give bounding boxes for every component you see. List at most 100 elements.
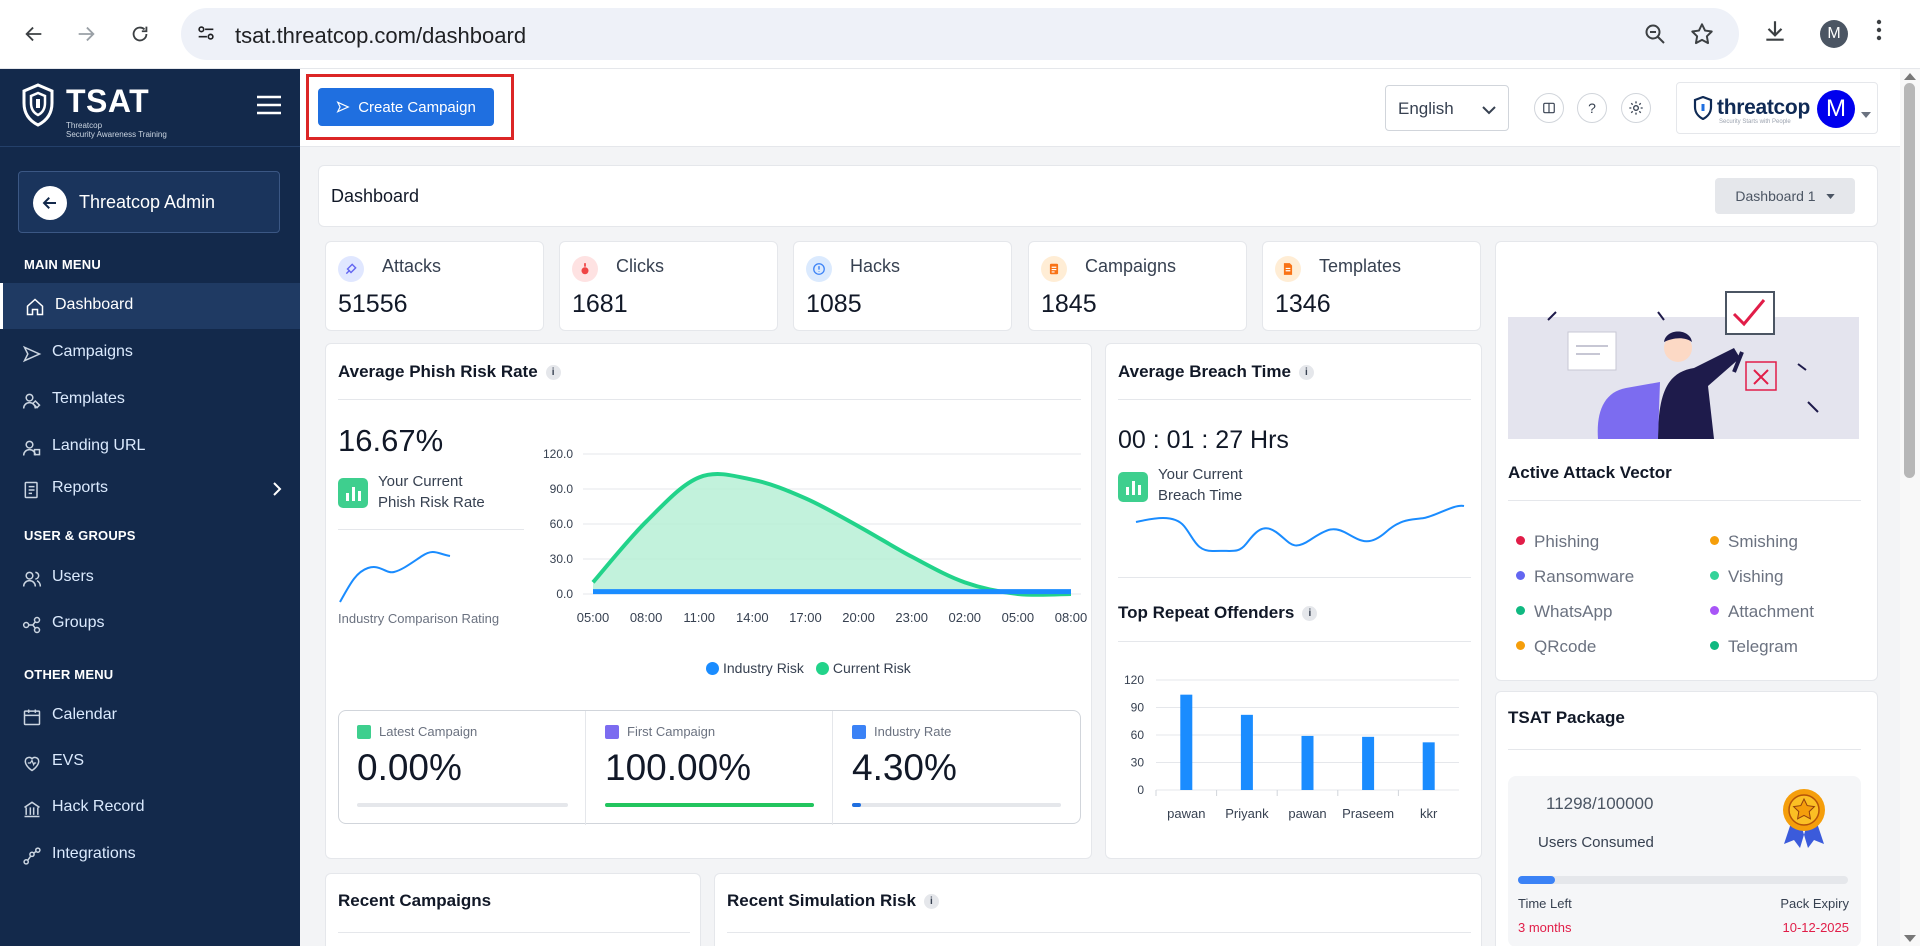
browser-menu-icon[interactable] [1876,18,1882,47]
vector-phishing[interactable]: Phishing [1516,532,1599,552]
scroll-up-arrow[interactable] [1904,73,1916,80]
x-tick-label: 23:00 [895,610,928,625]
calendar-icon [22,707,42,727]
stat-card-templates[interactable]: Templates 1346 [1262,241,1481,331]
site-settings-icon[interactable] [195,22,217,49]
book-icon[interactable] [1534,93,1564,123]
info-icon[interactable]: i [1298,365,1314,380]
account-menu[interactable]: threatcop Security Starts with People M [1676,82,1878,134]
legend-dot [815,662,829,675]
settings-gear-icon[interactable] [1621,93,1651,123]
industry-rate-bar-fill [852,803,861,807]
pack-expiry-value: 10-12-2025 [1782,920,1850,935]
landing-url-icon [22,438,42,458]
stat-card-hacks[interactable]: Hacks 1085 [793,241,1012,331]
stat-value: 1845 [1041,290,1097,318]
recent-campaigns-card: Recent Campaigns [325,873,701,946]
vector-vishing[interactable]: Vishing [1710,567,1783,587]
browser-profile-avatar[interactable]: M [1820,20,1848,48]
back-arrow-icon[interactable] [33,186,67,220]
vector-attachment[interactable]: Attachment [1710,602,1814,622]
sidebar-item-dashboard[interactable]: Dashboard [0,283,300,329]
breach-time-title-text: Average Breach Time [1118,362,1291,381]
sidebar-item-label: Users [52,568,94,585]
vector-whatsapp[interactable]: WhatsApp [1516,602,1612,622]
info-icon[interactable]: i [1302,606,1318,621]
menu-heading-main: MAIN MENU [24,257,101,272]
sidebar-item-label: Campaigns [52,343,133,360]
groups-icon [22,615,42,635]
your-current-phish: Your Current Phish Risk Rate [378,471,485,513]
url-text[interactable]: tsat.threatcop.com/dashboard [235,23,527,48]
zoom-icon[interactable] [1643,22,1667,51]
y-tick-label: 60.0 [550,517,574,531]
forward-arrow-icon[interactable] [66,14,106,54]
vector-telegram[interactable]: Telegram [1710,637,1798,657]
offenders-title-text: Top Repeat Offenders [1118,603,1295,622]
create-campaign-button[interactable]: Create Campaign [318,88,494,126]
sidebar-item-landing-url[interactable]: Landing URL [0,424,300,470]
sidebar: TSAT Threatcop Security Awareness Trainin… [0,69,300,946]
sidebar-item-integrations[interactable]: Integrations [0,832,300,878]
legend-current-risk[interactable]: Current Risk [815,660,911,676]
sidebar-item-users[interactable]: Users [0,555,300,601]
download-icon[interactable] [1762,18,1788,49]
hack-record-icon [22,799,42,819]
stat-card-attacks[interactable]: Attacks 51556 [325,241,544,331]
sidebar-item-label: Hack Record [52,798,145,815]
card-divider [1118,641,1471,642]
home-icon [25,297,45,317]
x-tick-label: 05:00 [577,610,610,625]
bookmark-star-icon[interactable] [1689,21,1715,52]
sidebar-item-templates[interactable]: Templates [0,377,300,423]
sidebar-item-evs[interactable]: EVS [0,739,300,785]
sidebar-item-reports[interactable]: Reports [0,466,300,512]
legend-industry-risk[interactable]: Industry Risk [706,660,804,676]
sidebar-item-label: Reports [52,479,109,496]
language-select[interactable]: English [1385,85,1509,131]
vector-ransomware[interactable]: Ransomware [1516,567,1634,587]
vector-dot [1516,536,1525,545]
info-icon[interactable]: i [923,894,939,909]
stat-value: 1085 [806,290,862,318]
stat-value: 51556 [338,290,408,318]
stat-card-campaigns[interactable]: Campaigns 1845 [1028,241,1247,331]
dashboard-selector[interactable]: Dashboard 1 [1715,178,1855,214]
package-panel: 11298/100000 Users Consumed Time Left Pa… [1508,776,1861,946]
sidebar-item-calendar[interactable]: Calendar [0,693,300,739]
scrollbar-thumb[interactable] [1904,83,1915,478]
threatcop-wordmark: threatcop [1717,96,1810,119]
info-icon[interactable]: i [545,365,561,380]
sidebar-item-groups[interactable]: Groups [0,601,300,647]
sidebar-item-hack-record[interactable]: Hack Record [0,785,300,831]
help-icon[interactable]: ? [1577,93,1607,123]
legend-label: Industry Risk [723,660,804,676]
browser-toolbar: tsat.threatcop.com/dashboard M [0,0,1920,69]
avatar[interactable]: M [1817,90,1855,128]
stat-card-clicks[interactable]: Clicks 1681 [559,241,778,331]
back-arrow-icon[interactable] [14,14,54,54]
page-scrollbar[interactable] [1900,69,1920,946]
vector-qrcode[interactable]: QRcode [1516,637,1596,657]
brand-logo[interactable]: TSAT Threatcop Security Awareness Trainin… [20,81,170,139]
bar [1422,742,1435,790]
vector-smishing[interactable]: Smishing [1710,532,1798,552]
legend-label: Current Risk [832,660,911,676]
legend-square [852,725,866,739]
page-title: Dashboard [331,186,420,206]
recent-campaigns-title: Recent Campaigns [338,891,492,910]
reload-icon[interactable] [120,14,160,54]
scroll-down-arrow[interactable] [1904,935,1916,942]
your-current-breach: Your Current Breach Time [1158,464,1243,506]
admin-switcher[interactable]: Threatcop Admin [18,171,280,233]
click-icon [572,256,598,282]
sidebar-item-campaigns[interactable]: Campaigns [0,330,300,376]
address-bar[interactable]: tsat.threatcop.com/dashboard [181,8,1739,60]
pack-expiry-label: Pack Expiry [1780,896,1849,911]
bar-chart-badge-icon [338,478,368,508]
card-divider [338,529,524,530]
your-current-line-2: Phish Risk Rate [378,494,485,511]
hamburger-menu-icon[interactable] [256,95,282,120]
bar [1362,736,1375,790]
caret-down-icon [1825,193,1835,199]
